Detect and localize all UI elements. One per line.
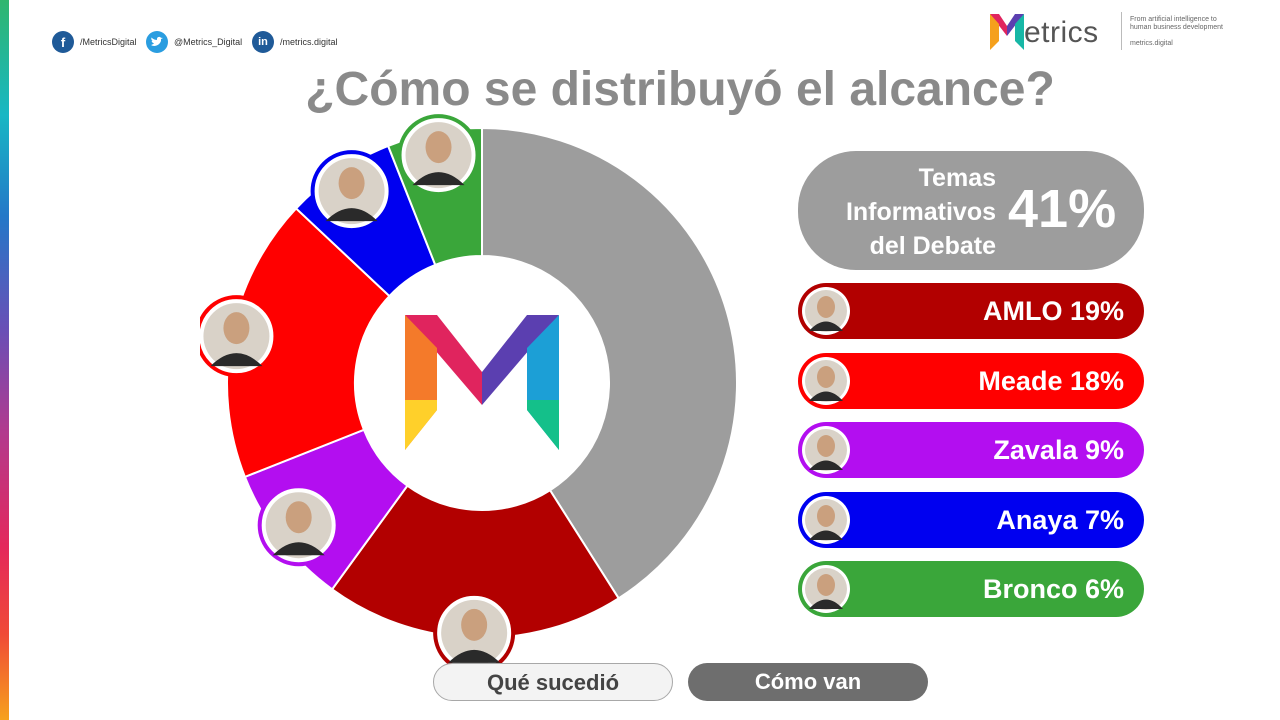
metrics-brand: etrics From artificial intelligence to h… — [990, 10, 1240, 55]
legend-label: Meade 18% — [978, 365, 1124, 396]
twitter-link[interactable]: @Metrics_Digital — [146, 31, 242, 53]
avatar-bronco — [397, 114, 480, 197]
legend-avatar — [802, 565, 850, 613]
legend-avatar — [802, 356, 850, 405]
avatar-anaya — [310, 150, 393, 233]
brand-name: etrics — [1024, 16, 1099, 49]
avatar-zavala — [257, 484, 340, 567]
twitter-bird-icon — [151, 36, 163, 46]
que-sucedio-button[interactable]: Qué sucedió — [433, 663, 673, 701]
brand-divider — [1121, 12, 1122, 50]
legend-item-zavala-9: Zavala 9% — [798, 422, 1144, 478]
temas-label: Temas Informativos del Debate — [808, 161, 996, 263]
avatar-meade — [200, 295, 278, 378]
facebook-icon: f — [52, 31, 74, 53]
legend-item-anaya-7: Anaya 7% — [798, 491, 1144, 548]
legend-label: Zavala 9% — [993, 435, 1124, 465]
metrics-logo-icon — [990, 14, 1024, 50]
facebook-handle: /MetricsDigital — [80, 37, 137, 47]
linkedin-link[interactable]: in /metrics.digital — [252, 31, 338, 53]
left-color-stripe — [0, 0, 9, 720]
como-van-button[interactable]: Cómo van — [688, 663, 928, 701]
brand-url: metrics.digital — [1130, 40, 1173, 47]
twitter-icon — [146, 31, 168, 53]
reach-donut-chart — [200, 114, 738, 670]
facebook-link[interactable]: f /MetricsDigital — [52, 31, 137, 53]
linkedin-handle: /metrics.digital — [280, 37, 338, 47]
chart-avatars — [200, 114, 516, 670]
legend-item-bronco-6: Bronco 6% — [798, 561, 1144, 617]
legend-label: Bronco 6% — [982, 574, 1124, 604]
temas-label-line: Informativos — [845, 198, 996, 226]
brand-tagline: From artificial intelligence to human bu… — [1130, 16, 1224, 31]
temas-value: 41% — [1008, 179, 1117, 239]
page-title: ¿Cómo se distribuyó el alcance? — [305, 63, 1055, 116]
linkedin-icon: in — [252, 31, 274, 53]
temas-label-line: Temas — [918, 164, 996, 192]
legend-item-meade-18: Meade 18% — [798, 352, 1144, 409]
avatar-amlo — [433, 591, 516, 670]
legend-avatar — [802, 426, 850, 474]
temas-label-line: del Debate — [869, 232, 996, 260]
legend-item-amlo-19: AMLO 19% — [798, 283, 1144, 339]
legend-avatar — [802, 287, 850, 335]
legend-label: AMLO 19% — [982, 296, 1124, 326]
twitter-handle: @Metrics_Digital — [174, 37, 243, 47]
center-m-logo-icon — [405, 315, 559, 450]
legend-item-temas: Temas Informativos del Debate 41% — [798, 151, 1144, 270]
legend-label: Anaya 7% — [996, 504, 1124, 535]
legend-avatar — [802, 495, 850, 544]
